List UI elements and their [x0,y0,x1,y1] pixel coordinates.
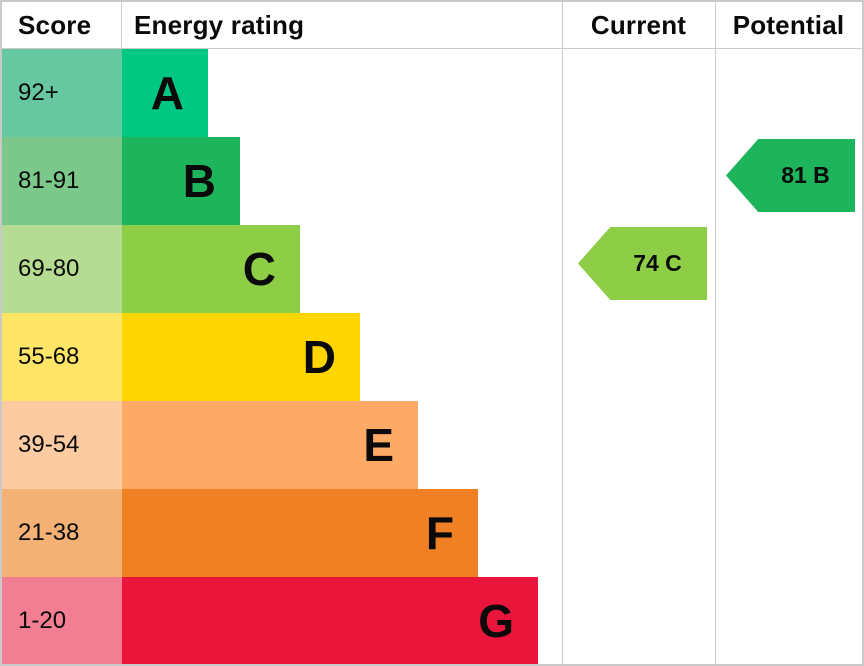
band-row-g: 1-20 G [2,577,862,664]
band-row-e: 39-54 E [2,401,862,489]
band-bar: E [122,401,418,489]
band-letter: B [182,155,216,207]
current-rating-label: 74 C [633,250,682,276]
score-range-label: 39-54 [18,431,80,458]
potential-rating-arrow: 81 B [726,139,855,212]
header-energy-rating: Energy rating [134,9,305,40]
table-header: Score Energy rating Current Potential [2,2,862,49]
header-score: Score [2,2,122,48]
score-range-label: 81-91 [18,167,80,194]
band-bar: C [122,225,300,313]
score-cell: 1-20 [2,577,122,664]
band-letter: A [150,67,184,119]
score-range-label: 1-20 [18,607,67,634]
score-cell: 55-68 [2,313,122,401]
potential-rating-label: 81 B [781,162,830,188]
band-bar: D [122,313,360,401]
band-letter: F [425,507,454,559]
band-letter: C [242,243,276,295]
column-divider-potential [715,2,716,664]
band-bar: G [122,577,538,664]
header-current: Current [590,9,687,40]
band-row-c: 69-80 C [2,225,862,313]
band-row-b: 81-91 B [2,137,862,225]
column-divider-current [562,2,563,664]
header-potential: Potential [732,9,845,40]
band-row-d: 55-68 D [2,313,862,401]
score-range-label: 69-80 [18,255,80,282]
band-letter: G [478,595,514,647]
band-row-f: 21-38 F [2,489,862,577]
score-cell: 69-80 [2,225,122,313]
score-cell: 39-54 [2,401,122,489]
score-cell: 81-91 [2,137,122,225]
band-row-a: 92+ A [2,49,862,137]
band-letter: D [302,331,336,383]
bands-area: 92+ A 81-91 B 69-80 C 55-68 D 39-54 E 21… [2,49,862,664]
score-range-label: 92+ [18,79,59,106]
score-range-label: 55-68 [18,343,80,370]
score-cell: 92+ [2,49,122,137]
band-bar: B [122,137,240,225]
band-letter: E [363,419,394,471]
band-bar: A [122,49,208,137]
band-bar: F [122,489,478,577]
score-range-label: 21-38 [18,519,80,546]
score-cell: 21-38 [2,489,122,577]
